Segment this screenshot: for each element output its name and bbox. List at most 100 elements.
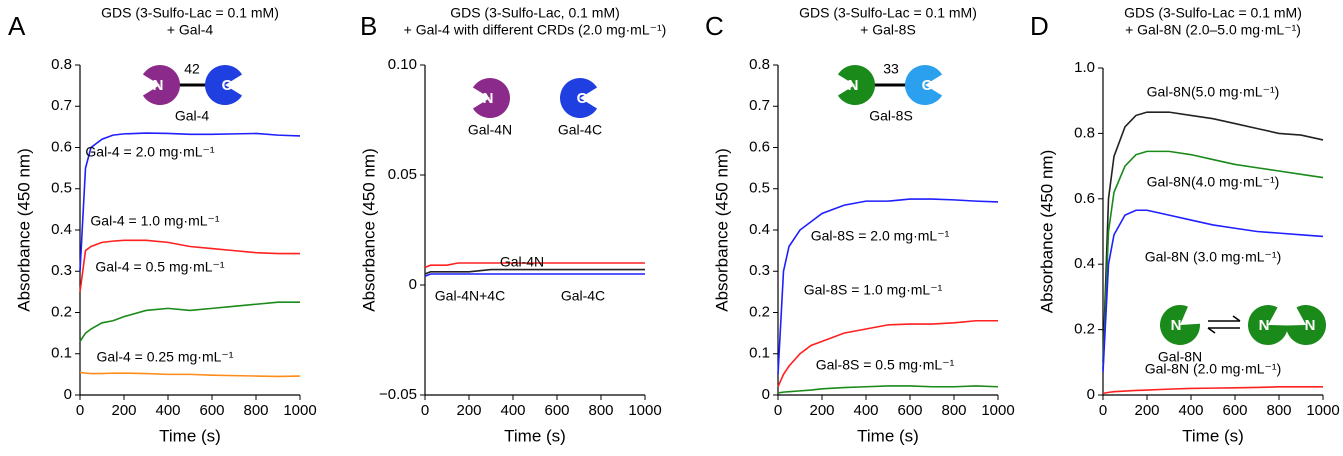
icon-letter: N [1305,317,1316,334]
x-tick-label: 600 [1222,402,1247,419]
x-axis-label: Time (s) [857,426,919,445]
y-axis-label: Absorbance (450 nm) [712,148,731,311]
y-tick-label: 0.3 [749,262,770,279]
y-tick-label: 0.5 [749,180,770,197]
chart-title: GDS (3-Sulfo-Lac, 0.1 mM) [450,5,620,21]
x-tick-label: 400 [853,402,878,419]
icon-letter: N [1171,317,1182,334]
x-tick-label: 200 [809,402,834,419]
line-series [777,385,999,394]
protein-icon [1247,305,1288,346]
protein-icon [837,65,875,105]
line-series [777,319,998,388]
panel-letter: A [8,11,26,41]
arrow-head [1232,315,1241,322]
line-series [79,132,301,272]
series-label: Gal-4 = 2.0 mg·mL⁻¹ [85,144,214,160]
y-tick-label: 0.6 [51,138,72,155]
x-tick-label: 0 [774,402,782,419]
icon-label: Gal-4 [175,108,209,124]
x-tick-label: 1000 [981,402,1014,419]
y-tick-label: −0.05 [379,386,417,403]
icon-letter: N [483,90,494,107]
line-series [1102,111,1324,363]
y-tick-label: 0 [1087,386,1095,403]
chart-title: + Gal-4 [167,22,214,38]
y-tick-label: 0.8 [749,56,770,73]
x-tick-label: 800 [941,402,966,419]
y-tick-label: 0.7 [51,97,72,114]
series-label: Gal-4 = 0.25 mg·mL⁻¹ [97,349,234,365]
y-tick-label: 0.1 [749,345,770,362]
line-series [1102,209,1324,373]
x-tick-label: 400 [155,402,180,419]
y-tick-label: 0.5 [51,180,72,197]
panel-letter: C [705,11,724,41]
x-tick-label: 400 [500,402,525,419]
series-label: Gal-4 = 0.5 mg·mL⁻¹ [95,259,224,275]
y-axis-label: Absorbance (450 nm) [359,148,378,311]
y-tick-label: 0.8 [51,56,72,73]
x-tick-label: 0 [76,402,84,419]
y-tick-label: 0.4 [749,221,770,238]
series-label: Gal-4 = 1.0 mg·mL⁻¹ [90,213,219,229]
x-tick-label: 200 [1134,402,1159,419]
line-series [424,262,645,269]
icon-label: Gal-8N [1158,349,1202,365]
chart-title: GDS (3-Sulfo-Lac = 0.1 mM) [1124,5,1302,21]
y-tick-label: 0.1 [51,345,72,362]
x-axis-label: Time (s) [504,426,566,445]
y-axis-label: Absorbance (450 nm) [1037,150,1056,313]
series-label: Gal-8N(4.0 mg·mL⁻¹) [1147,174,1280,190]
y-axis-label: Absorbance (450 nm) [14,148,33,311]
y-tick-label: 0.10 [388,56,417,73]
x-tick-label: 1000 [1306,402,1339,419]
icon-letter: C [577,90,588,107]
line-series [79,239,300,292]
panel-letter: B [360,11,377,41]
y-tick-label: 0.8 [1074,124,1095,141]
y-tick-label: 0.3 [51,262,72,279]
line-series [424,273,645,277]
x-tick-label: 1000 [283,402,316,419]
icon-label: Gal-8S [869,108,913,124]
line-series [1102,150,1324,369]
protein-icon [472,78,510,118]
protein-icon [205,65,243,105]
y-tick-label: 0.6 [1074,190,1095,207]
x-tick-label: 200 [456,402,481,419]
y-tick-label: 1.0 [1074,59,1095,76]
line-series [79,301,300,342]
chart-title: + Gal-8S [860,22,916,38]
y-tick-label: 0.6 [749,138,770,155]
x-tick-label: 600 [897,402,922,419]
chart-title: + Gal-8N (2.0–5.0 mg·mL⁻¹) [1125,22,1301,38]
icon-letter: C [922,77,933,94]
chart-title: GDS (3-Sulfo-Lac = 0.1 mM) [101,5,279,21]
line-series [424,268,645,275]
protein-icon [905,65,943,105]
icon-letter: N [848,77,859,94]
x-tick-label: 800 [243,402,268,419]
y-tick-label: 0.2 [1074,321,1095,338]
line-series [79,371,301,378]
x-tick-label: 0 [421,402,429,419]
x-tick-label: 600 [544,402,569,419]
y-tick-label: 0 [409,276,417,293]
series-label: Gal-8S = 0.5 mg·mL⁻¹ [816,357,955,373]
protein-icon [560,78,598,118]
x-tick-label: 0 [1099,402,1107,419]
chart-title: + Gal-4 with different CRDs (2.0 mg·mL⁻¹… [404,22,667,38]
y-tick-label: 0 [762,386,770,403]
y-tick-label: 0.4 [1074,255,1095,272]
series-label: Gal-8N(5.0 mg·mL⁻¹) [1147,84,1280,100]
y-tick-label: 0.7 [749,97,770,114]
icon-letter: N [1259,317,1270,334]
y-tick-label: 0.2 [749,303,770,320]
series-label: Gal-4N+4C [435,288,505,304]
series-label: Gal-4C [561,288,605,304]
series-label: Gal-8N (3.0 mg·mL⁻¹) [1145,249,1282,265]
panel-letter: D [1030,11,1049,41]
y-tick-label: 0.2 [51,303,72,320]
